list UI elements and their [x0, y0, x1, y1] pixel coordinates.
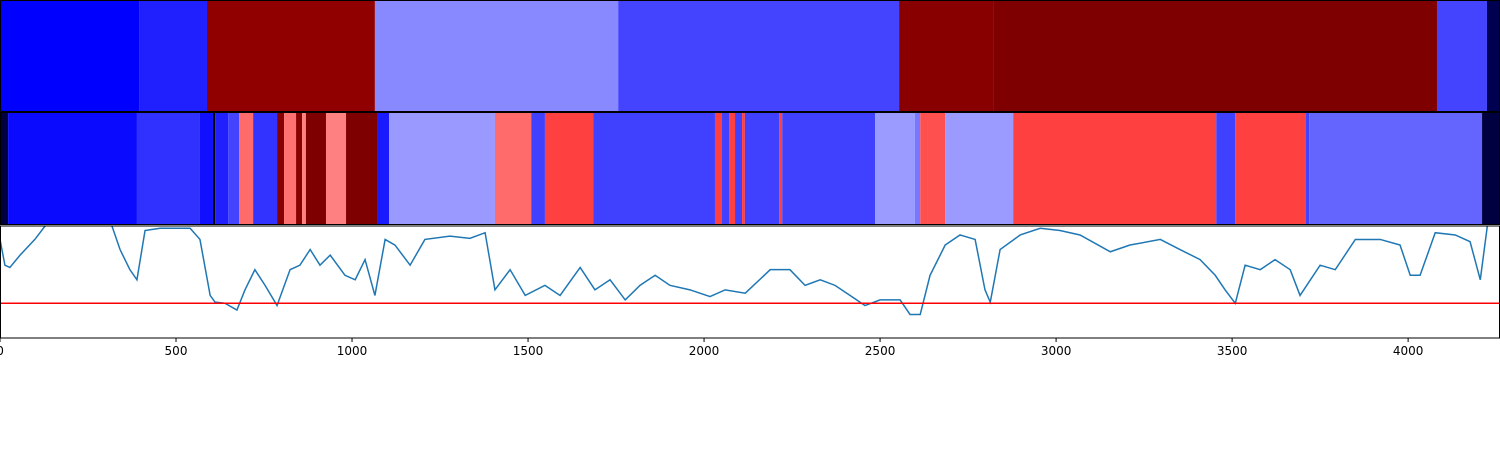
segment [722, 113, 730, 225]
x-tick-label: 2000 [689, 344, 720, 358]
segment [388, 113, 495, 225]
segment [782, 113, 876, 225]
panel-frame [0, 225, 1500, 339]
segment [1482, 113, 1500, 225]
segment [346, 113, 378, 225]
segment [735, 113, 743, 225]
segment [742, 113, 745, 225]
x-tick-label: 500 [165, 344, 188, 358]
segment [239, 113, 254, 225]
segment [914, 113, 921, 225]
segment [325, 113, 347, 225]
plot-area [0, 226, 1500, 316]
segment [377, 113, 389, 225]
segment [212, 113, 216, 225]
segment [8, 113, 137, 225]
segment [206, 1, 375, 112]
segment [1436, 1, 1487, 112]
x-tick-label: 3000 [1041, 344, 1072, 358]
segment [0, 113, 9, 225]
segment [899, 1, 994, 112]
segment [1309, 113, 1483, 225]
segment [296, 113, 303, 225]
segment [199, 113, 213, 225]
segment [593, 113, 715, 225]
segment [494, 113, 532, 225]
segment [945, 113, 1014, 225]
segment [1216, 113, 1236, 225]
segment [374, 1, 619, 112]
segment [618, 1, 900, 112]
segment [139, 1, 207, 112]
segment [136, 113, 200, 225]
x-tick-label: 0 [0, 344, 4, 358]
x-tick-label: 4000 [1393, 344, 1424, 358]
segment [714, 113, 723, 225]
segment [779, 113, 783, 225]
segment [993, 1, 1437, 112]
segment [1486, 1, 1500, 112]
segment [1306, 113, 1310, 225]
segment [875, 113, 915, 225]
segment [744, 113, 780, 225]
x-tick-label: 3500 [1217, 344, 1248, 358]
x-tick-label: 1000 [337, 344, 368, 358]
segment [544, 113, 594, 225]
x-tick-label: 2500 [865, 344, 896, 358]
segment [215, 113, 229, 225]
segment [920, 113, 946, 225]
segment [729, 113, 736, 225]
segment [302, 113, 306, 225]
segment [253, 113, 278, 225]
segment [531, 113, 545, 225]
segment [277, 113, 285, 225]
segment [228, 113, 240, 225]
segment [1013, 113, 1217, 225]
segment [305, 113, 326, 225]
segment [1235, 113, 1307, 225]
segment [284, 113, 297, 225]
x-tick-label: 1500 [513, 344, 544, 358]
segment [0, 1, 140, 112]
